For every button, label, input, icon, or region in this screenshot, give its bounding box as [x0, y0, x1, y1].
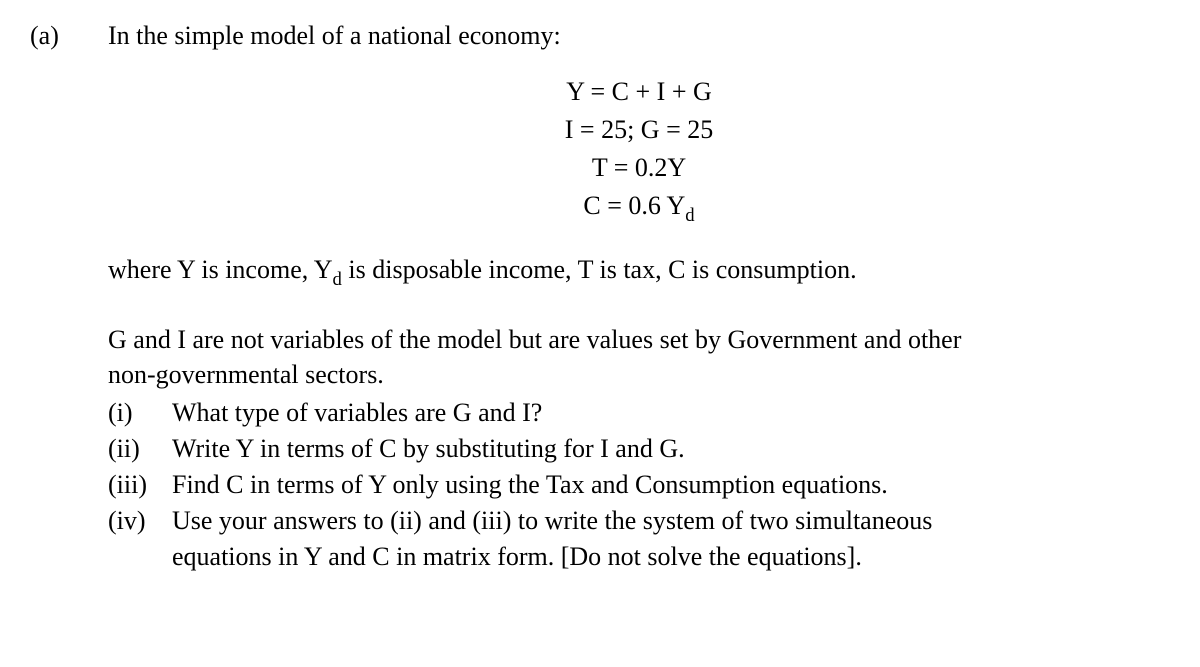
where-post: is disposable income, T is tax, C is con…	[342, 255, 857, 284]
page: (a) In the simple model of a national ec…	[0, 0, 1200, 575]
subpart-iv-label: (iv)	[108, 503, 172, 539]
subpart-ii: (ii) Write Y in terms of C by substituti…	[108, 431, 1170, 467]
subpart-iv-line1: Use your answers to (ii) and (iii) to wr…	[172, 503, 1170, 539]
equations-block: Y = C + I + G I = 25; G = 25 T = 0.2Y C …	[108, 74, 1170, 228]
equation-3: T = 0.2Y	[108, 150, 1170, 186]
equation-1: Y = C + I + G	[108, 74, 1170, 110]
subparts-list: (i) What type of variables are G and I? …	[108, 395, 1170, 574]
subpart-iv: (iv) Use your answers to (ii) and (iii) …	[108, 503, 1170, 575]
subpart-iii: (iii) Find C in terms of Y only using th…	[108, 467, 1170, 503]
where-paragraph: where Y is income, Yd is disposable inco…	[108, 252, 1170, 292]
subpart-ii-label: (ii)	[108, 431, 172, 467]
question-header-row: (a) In the simple model of a national ec…	[30, 18, 1170, 54]
where-sub: d	[333, 269, 342, 290]
gi-paragraph: G and I are not variables of the model b…	[108, 322, 1170, 394]
subpart-i-label: (i)	[108, 395, 172, 431]
equation-4-lhs: C = 0.6 Y	[583, 191, 685, 220]
where-pre: where Y is income, Y	[108, 255, 333, 284]
part-label: (a)	[30, 18, 108, 54]
equation-2: I = 25; G = 25	[108, 112, 1170, 148]
gi-line2: non-governmental sectors.	[108, 357, 1170, 393]
gi-line1: G and I are not variables of the model b…	[108, 322, 1170, 358]
subpart-iii-label: (iii)	[108, 467, 172, 503]
subpart-i-text: What type of variables are G and I?	[172, 395, 1170, 431]
intro-text: In the simple model of a national econom…	[108, 18, 1170, 54]
body-row: Y = C + I + G I = 25; G = 25 T = 0.2Y C …	[30, 54, 1170, 575]
subpart-iii-text: Find C in terms of Y only using the Tax …	[172, 467, 1170, 503]
subpart-i: (i) What type of variables are G and I?	[108, 395, 1170, 431]
subpart-iv-line2: equations in Y and C in matrix form. [Do…	[172, 539, 1170, 575]
equation-4: C = 0.6 Yd	[108, 188, 1170, 228]
subpart-ii-text: Write Y in terms of C by substituting fo…	[172, 431, 1170, 467]
equation-4-sub: d	[685, 205, 694, 226]
subpart-iv-text: Use your answers to (ii) and (iii) to wr…	[172, 503, 1170, 575]
body-content: Y = C + I + G I = 25; G = 25 T = 0.2Y C …	[108, 54, 1170, 575]
